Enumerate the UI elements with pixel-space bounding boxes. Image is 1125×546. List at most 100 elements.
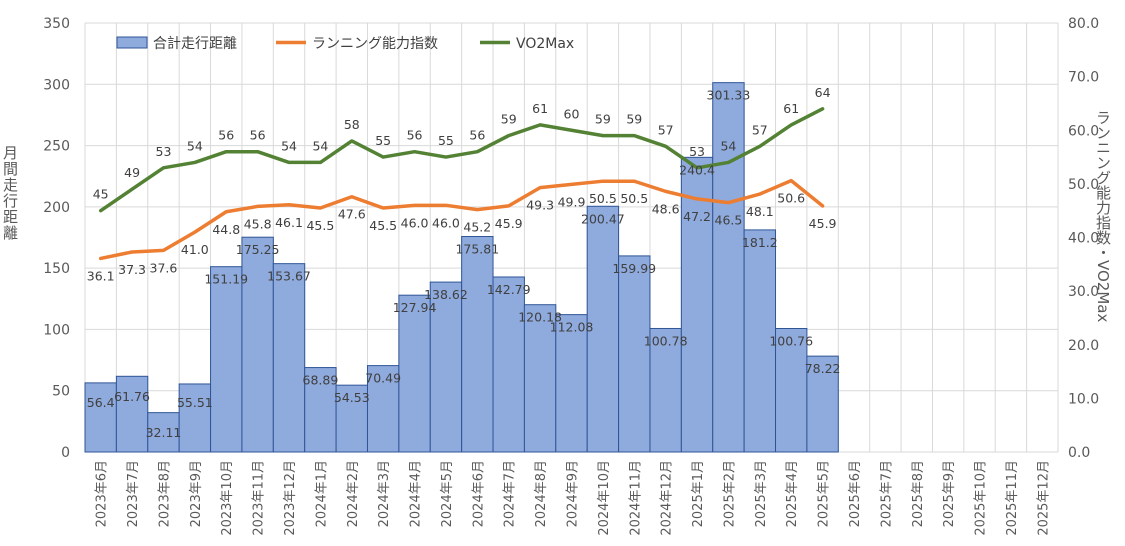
y-right-tick-label: 40.0 — [1068, 231, 1099, 247]
bar-value-label: 142.79 — [487, 282, 531, 297]
bar-value-label: 240.4 — [679, 162, 715, 177]
y-left-tick-label: 250 — [43, 139, 70, 155]
x-tick-label: 2025年12月 — [1036, 460, 1051, 536]
bar-value-label: 61.76 — [114, 389, 150, 404]
running-index-label: 46.1 — [275, 215, 303, 230]
bar — [429, 281, 463, 453]
x-tick-label: 2023年12月 — [283, 460, 298, 536]
legend-entry: 合計走行距離 — [153, 35, 237, 52]
running-index-label: 45.5 — [369, 218, 397, 233]
x-tick-label: 2025年8月 — [911, 460, 926, 527]
vo2max-label: 53 — [689, 144, 705, 159]
vo2max-label: 49 — [124, 165, 140, 180]
bar — [178, 383, 212, 453]
x-tick-label: 2025年4月 — [785, 460, 800, 527]
running-index-label: 46.0 — [432, 215, 460, 230]
bar — [335, 384, 368, 453]
vo2max-label: 61 — [783, 101, 799, 116]
bar-value-label: 112.08 — [550, 320, 594, 335]
running-index-label: 49.9 — [558, 194, 586, 209]
vo2max-label: 56 — [250, 128, 266, 143]
vo2max-label: 55 — [375, 133, 391, 148]
x-tick-label: 2024年5月 — [440, 460, 455, 527]
bar — [272, 263, 306, 453]
bar-value-label: 151.19 — [204, 272, 248, 287]
bar-value-label: 120.18 — [518, 310, 562, 325]
vo2max-label: 54 — [187, 138, 203, 153]
vo2max-label: 57 — [658, 122, 674, 137]
running-index-label: 45.8 — [244, 216, 272, 231]
running-index-label: 45.2 — [463, 220, 491, 235]
running-index-label: 46.0 — [401, 215, 429, 230]
bar-value-label: 100.76 — [769, 333, 813, 348]
vo2max-label: 59 — [501, 112, 517, 127]
running-index-label: 50.5 — [620, 191, 648, 206]
bar-value-label: 54.53 — [334, 390, 370, 405]
data-labels: 56.4 61.76 32.11 55.51 151.19 175.25 153.67 68.… — [87, 85, 841, 440]
bar-value-label: 301.33 — [707, 88, 751, 103]
line-running-index — [98, 178, 825, 261]
y-right-tick-label: 20.0 — [1068, 338, 1099, 354]
y-right-axis-title: ランニング能力指数・VO2Max — [1094, 110, 1112, 322]
running-index-label: 45.9 — [809, 216, 837, 231]
x-tick-label: 2023年6月 — [95, 460, 110, 527]
x-tick-label: 2025年2月 — [722, 460, 737, 527]
bar — [492, 276, 525, 453]
y-right-tick-label: 70.0 — [1068, 70, 1099, 86]
y-left-tick-label: 350 — [43, 16, 70, 32]
y-left-tick-label: 0 — [61, 445, 70, 461]
x-tick-label: 2025年11月 — [1005, 460, 1020, 536]
y-left-axis-title: 月間走行距離 — [1, 145, 19, 241]
bar-value-label: 175.25 — [236, 242, 280, 257]
x-tick-label: 2025年7月 — [879, 460, 894, 527]
bar-value-label: 100.78 — [644, 333, 688, 348]
vo2max-label: 59 — [626, 112, 642, 127]
vo2max-label: 54 — [312, 138, 328, 153]
bar — [680, 156, 714, 453]
bar — [806, 355, 839, 453]
x-tick-label: 2025年9月 — [942, 460, 957, 527]
bar — [241, 236, 274, 453]
x-tick-label: 2024年4月 — [409, 460, 424, 527]
x-tick-label: 2024年11月 — [628, 460, 643, 536]
x-tick-label: 2024年2月 — [346, 460, 361, 527]
bar-value-label: 68.89 — [303, 373, 339, 388]
bar-value-label: 181.2 — [742, 235, 778, 250]
vo2max-label: 61 — [532, 101, 548, 116]
bar-value-label: 159.99 — [612, 261, 656, 276]
running-index-label: 48.6 — [652, 201, 680, 216]
bar — [115, 375, 149, 453]
x-tick-label: 2024年6月 — [471, 460, 486, 527]
legend-swatch-bar — [116, 36, 148, 49]
vo2max-label: 53 — [156, 144, 172, 159]
running-index-label: 41.0 — [181, 242, 209, 257]
legend-entry: ランニング能力指数 — [312, 36, 438, 52]
running-index-label: 45.5 — [306, 218, 334, 233]
bar — [461, 236, 494, 453]
axes: 0 50 100 150 200 250 300 350 0.0 10.0 20.0 30.0 40.0… — [43, 16, 1099, 536]
bar — [398, 294, 431, 453]
vo2max-label: 56 — [407, 128, 423, 143]
y-right-tick-label: 30.0 — [1068, 284, 1099, 300]
vo2max-label: 54 — [281, 138, 297, 153]
x-tick-label: 2024年3月 — [377, 460, 392, 527]
running-index-label: 47.6 — [338, 207, 366, 222]
legend: 合計走行距離 ランニング能力指数 VO2Max — [116, 35, 574, 52]
running-index-label: 48.1 — [746, 204, 774, 219]
bar — [366, 365, 400, 453]
bar — [618, 255, 651, 453]
x-tick-label: 2023年11月 — [252, 460, 267, 536]
running-index-label: 50.6 — [777, 191, 805, 206]
running-index-label: 37.6 — [150, 260, 178, 275]
vo2max-label: 45 — [93, 187, 109, 202]
vo2max-label: 56 — [218, 128, 234, 143]
bar — [555, 314, 588, 453]
vo2max-label: 64 — [815, 85, 831, 100]
vo2max-label: 58 — [344, 117, 360, 132]
running-index-label: 50.5 — [589, 191, 617, 206]
y-left-tick-label: 300 — [43, 77, 70, 93]
running-index-label: 36.1 — [87, 268, 115, 283]
bar — [210, 266, 243, 453]
bar-value-label: 55.51 — [177, 395, 213, 410]
bar — [775, 327, 808, 453]
